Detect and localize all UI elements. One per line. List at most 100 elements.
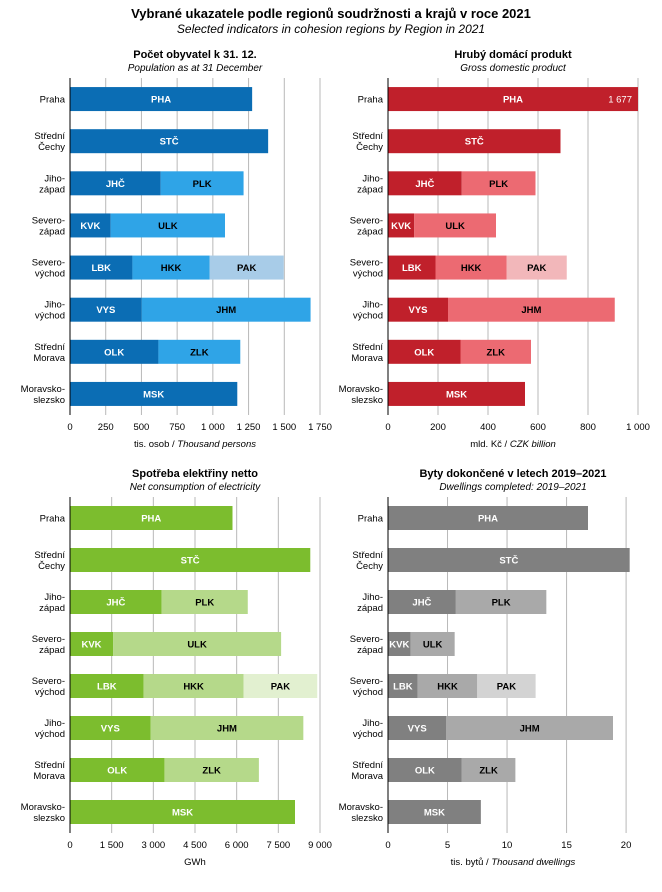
category-label-line: Jiho- xyxy=(44,718,65,729)
bar-label-stč: STČ xyxy=(499,555,518,567)
bar-segment-lbk xyxy=(70,674,144,698)
x-axis-label-unit: GWh xyxy=(184,857,206,868)
bar-segment-msk xyxy=(388,381,525,406)
category-label-line: Střední xyxy=(34,131,65,142)
bar-segment-zlk xyxy=(164,758,259,782)
bar-segment-jhč xyxy=(388,171,462,196)
bar-segment-jhm xyxy=(141,297,311,322)
bar-label-lbk: LBK xyxy=(402,263,422,274)
category-label-line: východ xyxy=(35,311,65,322)
bar-segment-stč xyxy=(70,129,269,154)
x-tick-label: 0 xyxy=(67,840,72,851)
category-label-line: Jiho- xyxy=(44,592,65,603)
bar-segment-ulk xyxy=(410,632,455,656)
category-label-line: Morava xyxy=(33,353,65,364)
bar-label-plk: PLK xyxy=(195,598,214,609)
bar-label-msk: MSK xyxy=(172,808,193,819)
x-tick-label: 4 500 xyxy=(183,840,207,851)
bar-label-jhč: JHČ xyxy=(106,597,125,609)
category-label: Střední Čechy xyxy=(34,550,65,572)
category-label-line: Severo- xyxy=(32,634,65,645)
bar-segment-msk xyxy=(70,381,238,406)
category-label: Praha xyxy=(358,514,384,525)
bar-label-hkk: HKK xyxy=(461,263,482,274)
category-label-line: Severo- xyxy=(350,258,383,269)
category-label: Severo-západ xyxy=(350,634,383,656)
bar-segment-pha xyxy=(388,506,588,530)
category-label-line: západ xyxy=(357,184,383,195)
x-tick-label: 3 000 xyxy=(141,840,165,851)
panel-subtitle: Gross domestic product xyxy=(460,63,567,74)
category-label-line: Jiho- xyxy=(362,300,383,311)
category-label: Severo-východ xyxy=(350,258,383,280)
category-label-line: Čechy xyxy=(38,561,65,572)
category-label-line: Jiho- xyxy=(362,718,383,729)
bar-segment-hkk xyxy=(435,255,507,280)
category-label: Moravsko-slezsko xyxy=(339,384,383,406)
bar-segment-vys xyxy=(388,297,448,322)
bar-label-olk: OLK xyxy=(107,766,127,777)
panel-title: Byty dokončené v letech 2019–2021 xyxy=(419,468,606,480)
x-tick-label: 200 xyxy=(430,422,446,433)
category-label-line: Jiho- xyxy=(44,300,65,311)
bar-segment-plk xyxy=(461,171,536,196)
category-label: Moravsko-slezsko xyxy=(339,802,383,824)
bar-label-kvk: KVK xyxy=(81,640,101,651)
bar-segment-kvk xyxy=(388,213,415,238)
category-label: Jiho-východ xyxy=(35,300,65,322)
x-axis-label-english: Thousand persons xyxy=(177,439,256,450)
category-label: Severo-východ xyxy=(350,676,383,698)
x-axis-label-unit: tis. osob / xyxy=(134,439,177,450)
category-label: Střední Morava xyxy=(351,342,383,364)
category-label-line: slezsko xyxy=(351,395,383,406)
bar-segment-vys xyxy=(388,716,447,740)
bar-label-jhm: JHM xyxy=(520,724,540,735)
category-label: Jiho-západ xyxy=(357,592,383,614)
bar-label-olk: OLK xyxy=(415,766,435,777)
category-label-line: Morava xyxy=(351,771,383,782)
bar-segment-ulk xyxy=(113,632,282,656)
bar-label-jhč: JHČ xyxy=(412,597,431,609)
category-label-line: Severo- xyxy=(350,676,383,687)
category-label-line: Jiho- xyxy=(362,173,383,184)
bar-segment-zlk xyxy=(461,758,516,782)
category-label-line: Střední xyxy=(352,760,383,771)
x-tick-label: 750 xyxy=(169,422,185,433)
bar-segment-msk xyxy=(388,800,481,824)
panel-title: Hrubý domácí produkt xyxy=(454,49,572,61)
bar-label-hkk: HKK xyxy=(437,682,458,693)
category-label: Jiho-západ xyxy=(39,592,65,614)
category-label-line: Morava xyxy=(351,353,383,364)
bar-label-ulk: ULK xyxy=(445,221,465,232)
category-label-line: Moravsko- xyxy=(21,802,65,813)
category-label: Severo-východ xyxy=(32,676,65,698)
category-label-line: Praha xyxy=(358,95,384,106)
bar-segment-pha xyxy=(388,87,638,112)
category-label-line: západ xyxy=(39,184,65,195)
category-label-line: Moravsko- xyxy=(339,384,383,395)
bar-label-pha: PHA xyxy=(478,514,498,525)
bar-segment-stč xyxy=(388,548,630,572)
category-label: Jiho-západ xyxy=(39,173,65,195)
x-tick-label: 15 xyxy=(561,840,572,851)
category-label-line: Moravsko- xyxy=(21,384,65,395)
x-tick-label: 1 000 xyxy=(626,422,650,433)
bar-segment-ulk xyxy=(414,213,496,238)
category-label: Jiho-východ xyxy=(35,718,65,740)
bar-label-zlk: ZLK xyxy=(202,766,221,777)
category-label: Střední Čechy xyxy=(352,550,383,572)
bar-segment-lbk xyxy=(388,255,436,280)
x-tick-label: 0 xyxy=(67,422,72,433)
x-tick-label: 1 500 xyxy=(100,840,124,851)
value-label: 1 677 xyxy=(608,95,632,106)
category-label: Praha xyxy=(358,95,384,106)
x-tick-label: 1 000 xyxy=(201,422,225,433)
bar-label-kvk: KVK xyxy=(389,640,409,651)
bar-label-msk: MSK xyxy=(446,389,467,400)
category-label-line: Jiho- xyxy=(44,173,65,184)
x-axis-label-unit: tis. bytů / xyxy=(451,857,492,868)
bar-segment-kvk xyxy=(70,213,111,238)
category-label-line: Čechy xyxy=(38,142,65,153)
category-label: Jiho-západ xyxy=(357,173,383,195)
bar-label-msk: MSK xyxy=(424,808,445,819)
